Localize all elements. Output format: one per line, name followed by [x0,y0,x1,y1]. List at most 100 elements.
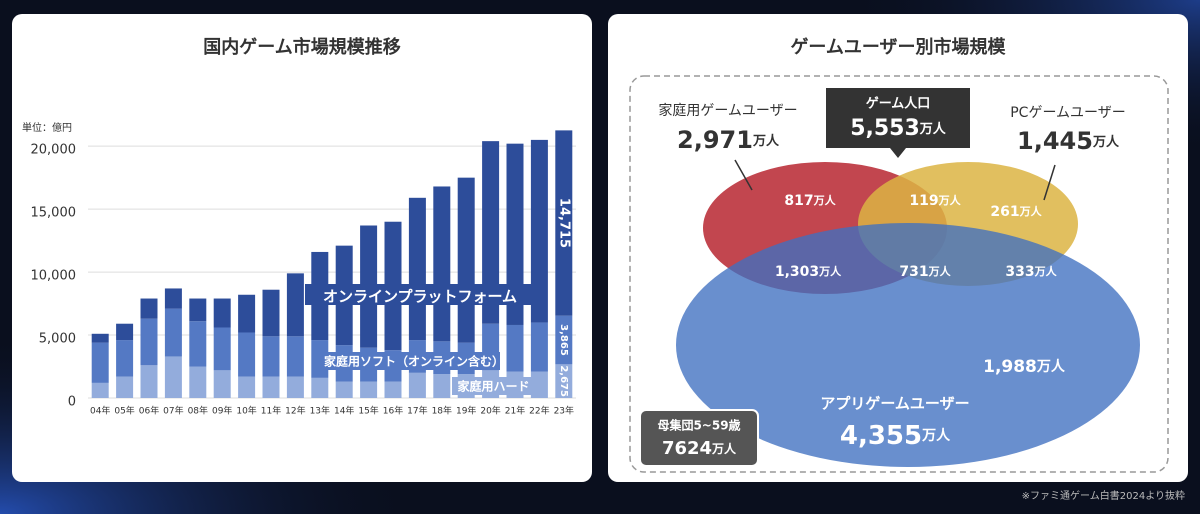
unit: 万人 [1036,358,1066,375]
bar-segment [189,321,207,367]
region-value: 817万人 [784,193,836,209]
value-label: 14,715 [556,198,571,248]
bar-segment [189,366,207,398]
number: 731 [899,264,928,280]
bar-segment [457,177,475,343]
bar-segment [286,376,304,398]
number: 119 [909,193,938,209]
series-label-bg [305,284,535,305]
venn-diagram: ゲームユーザー別市場規模 家庭用ゲームユーザー 2,971万人 PCゲームユーザ… [629,36,1169,473]
unit: 万人 [928,264,952,278]
bar-segment [530,371,548,398]
leader-line [734,159,753,191]
venn-title: ゲームユーザー別市場規模 [790,36,1006,58]
number: 1,988 [983,357,1037,377]
bar-segment [555,315,573,365]
number: 817 [784,193,813,209]
x-tick-label: 11年 [261,405,281,417]
bar-segment [116,340,134,377]
bar-segment [238,294,256,333]
unit: 万人 [752,133,780,149]
set-value: 2,971万人 [677,126,780,154]
bar-segment [506,143,524,325]
unit: 万人 [1019,204,1043,218]
population-value: 7624万人 [662,438,737,459]
bar-segment [91,333,109,343]
bar-segment [530,139,548,323]
bar-chart: 0 5,000 10,000 15,000 20,000 2,675 3,865 14,715… [31,130,576,417]
series-label: 家庭用ソフト（オンライン含む） [324,354,504,369]
number: 2,971 [677,126,753,154]
y-tick-label: 10,000 [31,269,77,284]
bar-segment [555,130,573,316]
bar-segment [384,381,402,398]
number: 7624 [662,438,712,459]
unit: 万人 [1092,134,1120,150]
set-value: 4,355万人 [840,421,951,451]
bar-segment [262,376,280,398]
bar-segment [164,308,182,357]
unit: 万人 [1034,264,1058,278]
y-unit-label: 単位：億円 [22,121,72,134]
x-tick-label: 10年 [236,405,256,417]
total-callout [826,88,970,158]
bar-segment [189,298,207,322]
bar-segment [140,365,158,398]
x-tick-label: 22年 [529,405,549,417]
x-tick-label: 06年 [139,405,159,417]
population-frame [629,75,1169,473]
bar-segment [262,289,280,337]
region-value: 333万人 [1005,264,1057,280]
x-tick-label: 17年 [407,405,427,417]
bar-segment [238,376,256,398]
x-tick-label: 23年 [554,405,574,417]
region-value: 119万人 [909,193,961,209]
bar-segment [213,370,231,398]
value-label: 2,675 [558,365,569,397]
y-tick-label: 20,000 [31,143,77,158]
region-value: 1,303万人 [775,264,842,280]
bar-segment [213,327,231,371]
number: 333 [1005,264,1034,280]
population-box [639,409,759,467]
population-name: 母集団5~59歳 [657,418,740,433]
set-name: PCゲームユーザー [1010,105,1126,121]
x-tick-label: 18年 [432,405,452,417]
y-tick-label: 0 [68,395,76,410]
number: 1,445 [1017,127,1093,155]
bar-segment [555,364,573,398]
chart-title: 国内ゲーム市場規模推移 [203,36,400,58]
bar-segment [262,336,280,377]
region-value: 731万人 [899,264,951,280]
bar-segment [140,318,158,366]
footnote: ※ファミ通ゲーム白書2024より抜粋 [1022,489,1185,502]
bar-segment [91,382,109,398]
series-label-bg [452,377,535,395]
bar-segment [408,372,426,398]
bar-segment [360,381,378,398]
total-name: ゲーム人口 [866,96,931,112]
number: 4,355 [840,421,922,451]
app-set [676,223,1140,467]
region-value: 261万人 [990,204,1042,220]
x-tick-label: 08年 [188,405,208,417]
bar-segment [213,298,231,328]
value-label: 3,865 [558,324,569,356]
bar-segment [311,340,329,378]
bar-segment [408,197,426,341]
x-tick-label: 05年 [114,405,134,417]
bar-segment [91,342,109,383]
x-tick-label: 14年 [334,405,354,417]
x-tick-label: 09年 [212,405,232,417]
x-tick-label: 04年 [90,405,110,417]
x-tick-label: 07年 [163,405,183,417]
set-name: アプリゲームユーザー [820,395,969,413]
series-label: 家庭用ハード [457,379,529,394]
bar-segment [506,324,524,372]
bar-segment [164,288,182,309]
series-label: オンラインプラットフォーム [323,288,517,306]
bar-segment [482,141,500,324]
unit: 万人 [711,441,737,456]
